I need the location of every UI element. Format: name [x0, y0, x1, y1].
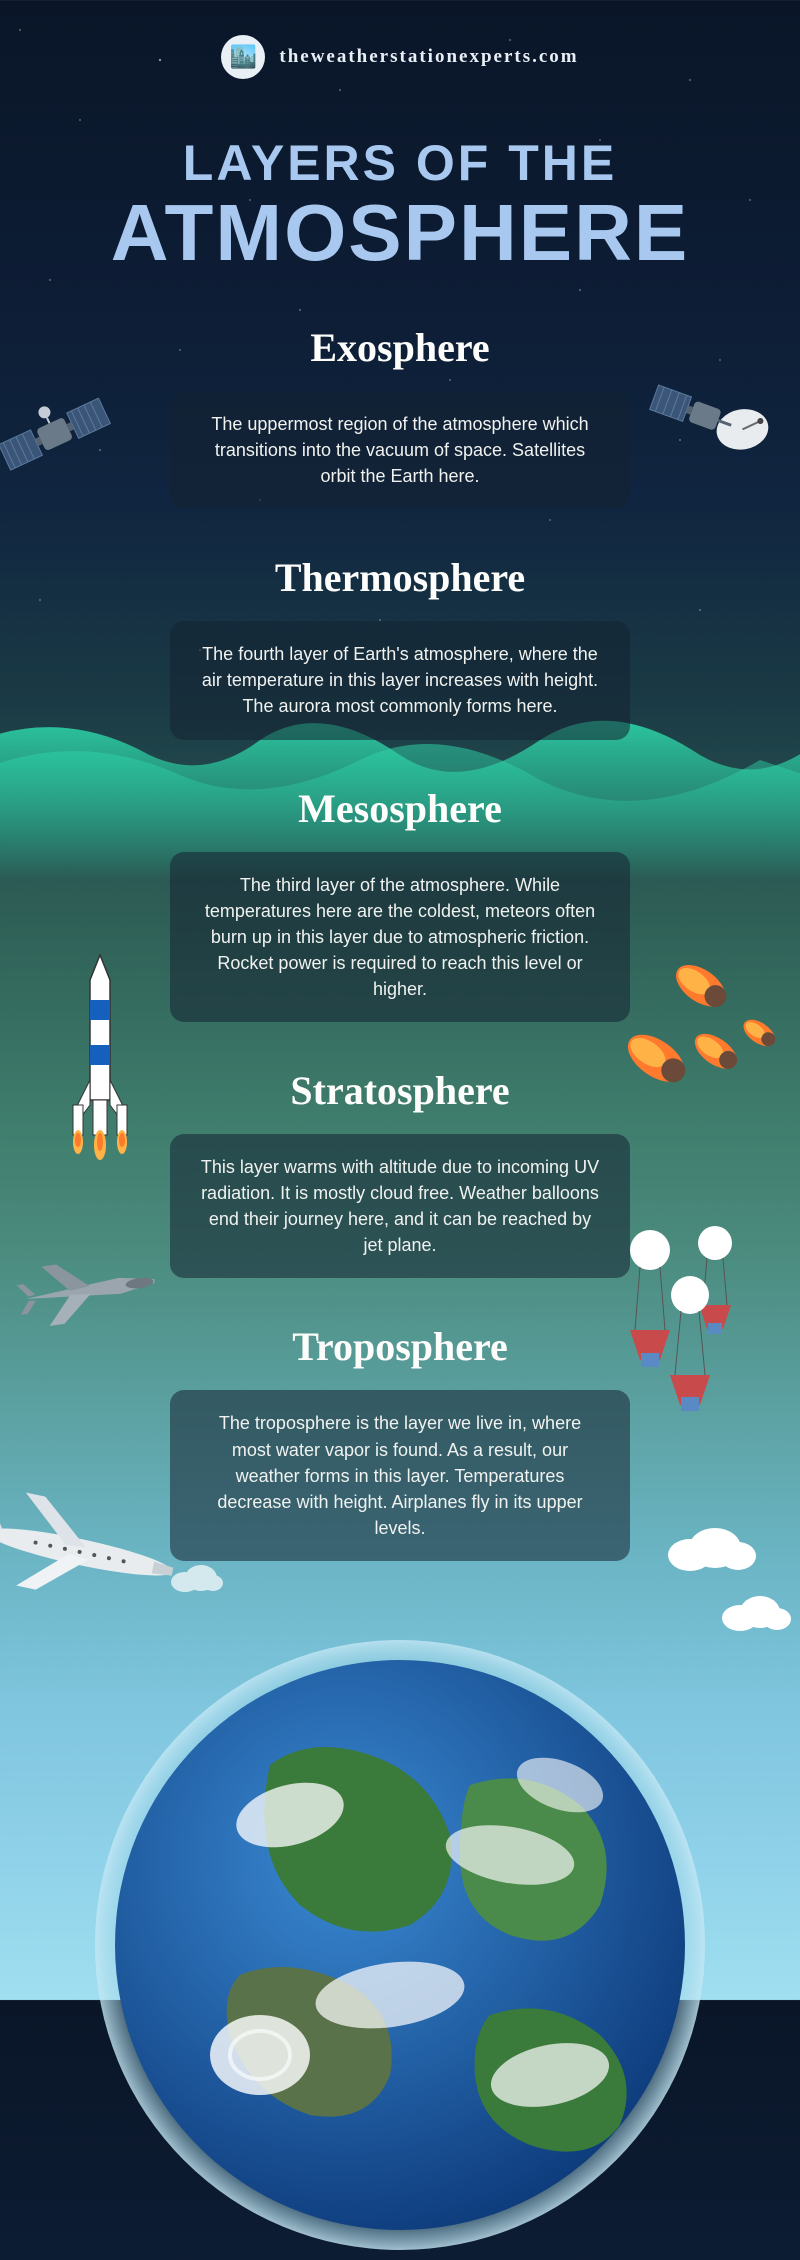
title-line2: ATMOSPHERE — [0, 187, 800, 279]
earth-icon — [90, 1635, 710, 2260]
layer-stratosphere: Stratosphere This layer warms with altit… — [0, 1067, 800, 1278]
layer-exosphere: Exosphere The uppermost region of the at… — [0, 324, 800, 509]
layer-desc: This layer warms with altitude due to in… — [170, 1134, 630, 1278]
logo-icon: 🏙️ — [221, 35, 265, 79]
layer-troposphere: Troposphere The troposphere is the layer… — [0, 1323, 800, 1560]
layer-name: Stratosphere — [0, 1067, 800, 1114]
cloud-icon — [165, 1560, 225, 1600]
layer-name: Mesosphere — [0, 785, 800, 832]
header: 🏙️ theweatherstationexperts.com LAYERS O… — [0, 0, 800, 279]
cloud-icon — [715, 1590, 795, 1640]
page-title: LAYERS OF THE ATMOSPHERE — [0, 134, 800, 279]
layer-desc: The uppermost region of the atmosphere w… — [170, 391, 630, 509]
layer-desc: The troposphere is the layer we live in,… — [170, 1390, 630, 1560]
layer-desc: The fourth layer of Earth's atmosphere, … — [170, 621, 630, 739]
title-line1: LAYERS OF THE — [0, 134, 800, 192]
layer-thermosphere: Thermosphere The fourth layer of Earth's… — [0, 554, 800, 739]
site-url: theweatherstationexperts.com — [279, 46, 578, 68]
layer-name: Thermosphere — [0, 554, 800, 601]
layer-desc: The third layer of the atmosphere. While… — [170, 852, 630, 1022]
layer-mesosphere: Mesosphere The third layer of the atmosp… — [0, 785, 800, 1022]
layer-name: Troposphere — [0, 1323, 800, 1370]
layer-name: Exosphere — [0, 324, 800, 371]
